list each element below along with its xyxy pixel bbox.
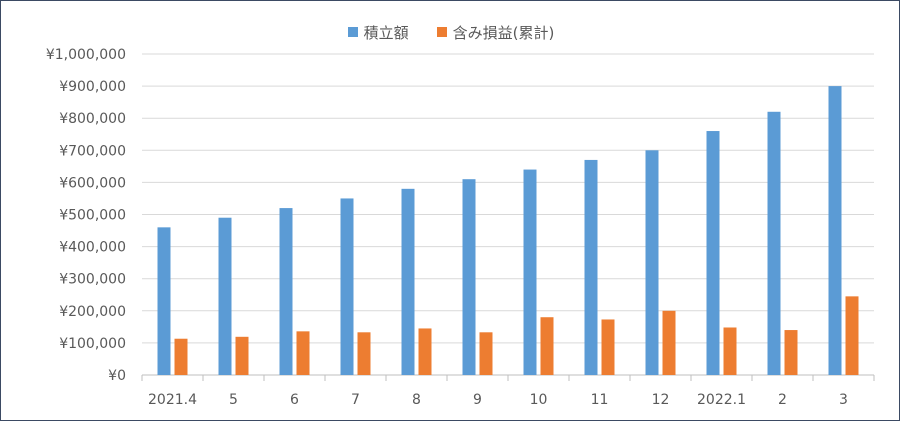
bar-series-1	[218, 217, 232, 375]
y-tick-label: ¥200,000	[59, 304, 126, 320]
bar-series-2	[784, 330, 798, 375]
x-tick-label: 7	[351, 392, 360, 408]
x-tick-label: 9	[473, 392, 482, 408]
legend-item-series-2: 含み損益(累計)	[436, 22, 555, 43]
bar-series-1	[340, 198, 354, 375]
x-tick-label: 2	[778, 392, 787, 408]
bar-series-2	[235, 336, 249, 375]
y-tick-label: ¥0	[108, 368, 126, 384]
bar-series-1	[401, 188, 415, 375]
legend-label-series-2: 含み損益(累計)	[452, 23, 555, 42]
x-tick-label: 2021.4	[148, 392, 197, 408]
bar-series-2	[845, 296, 859, 375]
x-tick-label: 2022.1	[697, 392, 746, 408]
bar-series-1	[767, 111, 781, 375]
bar-series-2	[357, 332, 371, 375]
x-tick-label: 11	[591, 392, 609, 408]
bar-series-1	[279, 208, 293, 375]
y-tick-label: ¥600,000	[59, 175, 126, 191]
y-tick-label: ¥100,000	[59, 336, 126, 352]
bar-series-2	[174, 338, 188, 375]
bar-series-2	[418, 328, 432, 375]
legend-swatch-series-2	[436, 27, 447, 37]
bar-series-2	[540, 317, 554, 375]
y-tick-label: ¥500,000	[59, 208, 126, 224]
bar-series-1	[645, 150, 659, 375]
x-tick-label: 10	[530, 392, 548, 408]
bar-series-2	[479, 332, 493, 375]
bar-series-1	[584, 159, 598, 375]
x-tick-label: 8	[412, 392, 421, 408]
legend-item-series-1: 積立額	[347, 22, 409, 43]
x-tick-label: 12	[652, 392, 670, 408]
legend-swatch-series-1	[347, 27, 358, 37]
bar-series-2	[723, 327, 737, 375]
bar-series-2	[601, 319, 615, 375]
y-tick-label: ¥900,000	[59, 79, 126, 95]
y-tick-label: ¥1,000,000	[46, 47, 126, 63]
x-tick-label: 6	[290, 392, 299, 408]
y-tick-label: ¥400,000	[59, 240, 126, 256]
chart-legend: 積立額 含み損益(累計)	[1, 19, 901, 45]
x-tick-label: 3	[839, 392, 848, 408]
y-tick-label: ¥300,000	[59, 272, 126, 288]
bar-series-1	[523, 169, 537, 375]
x-tick-label: 5	[229, 392, 238, 408]
bar-series-1	[462, 179, 476, 375]
y-tick-label: ¥700,000	[59, 143, 126, 159]
bar-series-2	[296, 331, 310, 375]
legend-label-series-1: 積立額	[363, 23, 409, 42]
y-tick-label: ¥800,000	[59, 111, 126, 127]
bar-series-1	[157, 227, 171, 375]
bar-series-1	[828, 86, 842, 375]
bar-series-1	[706, 131, 720, 375]
bar-series-2	[662, 310, 676, 375]
